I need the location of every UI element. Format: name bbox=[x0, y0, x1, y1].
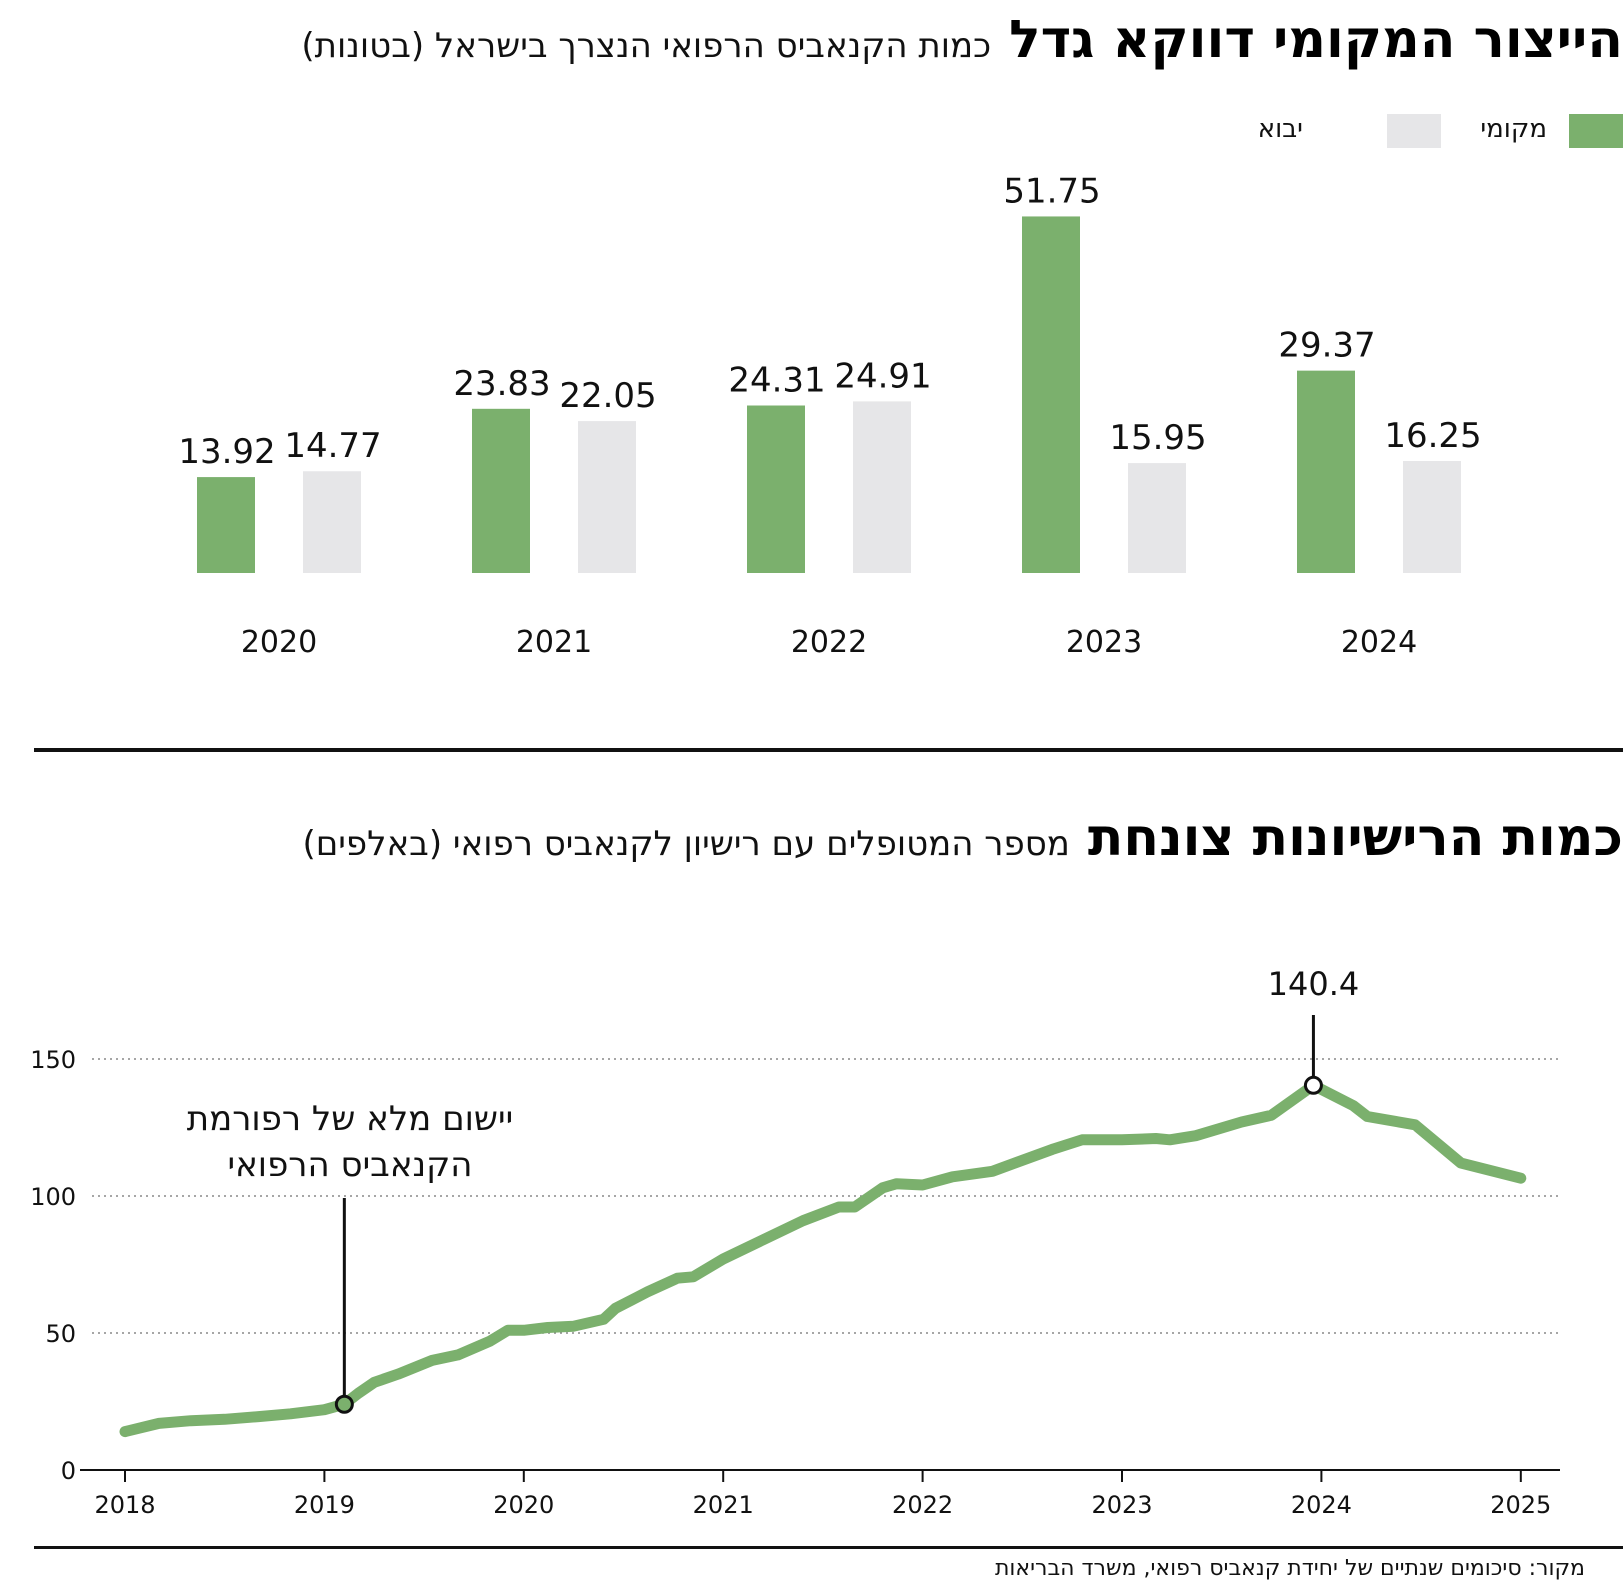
licenses-line bbox=[119, 1079, 1527, 1438]
source-note: מקור: סיכומים שנתיים של יחידת קנאביס רפו… bbox=[994, 1556, 1585, 1581]
bar-2021-1 bbox=[578, 421, 636, 573]
x-tick-label: 2023 bbox=[1091, 1491, 1152, 1519]
bar-chart-title: הייצור המקומי דווקא גדל bbox=[1009, 10, 1623, 70]
peak-value-label: 140.4 bbox=[1268, 965, 1360, 1003]
reform-annotation-line1: יישום מלא של רפורמת bbox=[186, 1099, 514, 1139]
bar-2023-1 bbox=[1128, 463, 1186, 573]
bar-value-label: 24.91 bbox=[834, 356, 931, 396]
x-category-label: 2021 bbox=[516, 625, 592, 660]
bar-value-label: 51.75 bbox=[1003, 171, 1100, 211]
reform-annotation-line2: הקנאביס הרפואי bbox=[227, 1145, 473, 1185]
bar-2020-0 bbox=[197, 477, 255, 573]
bar-value-label: 13.92 bbox=[178, 432, 275, 472]
x-category-label: 2022 bbox=[791, 625, 867, 660]
y-tick-label: 150 bbox=[30, 1046, 76, 1074]
bar-value-label: 24.31 bbox=[728, 361, 825, 401]
bar-2022-1 bbox=[853, 401, 911, 573]
bar-value-label: 22.05 bbox=[559, 376, 656, 416]
x-category-label: 2020 bbox=[241, 625, 317, 660]
x-tick-label: 2020 bbox=[493, 1491, 554, 1519]
legend-label-local: מקומי bbox=[1480, 114, 1547, 144]
section-divider bbox=[34, 748, 1623, 752]
y-tick-label: 0 bbox=[61, 1457, 76, 1485]
bar-2022-0 bbox=[747, 405, 805, 573]
bar-chart-subtitle: כמות הקנאביס הרפואי הנצרך בישראל (בטונות… bbox=[301, 26, 992, 66]
bar-value-label: 14.77 bbox=[284, 426, 381, 466]
x-tick-label: 2025 bbox=[1490, 1491, 1551, 1519]
peak-marker bbox=[1303, 1075, 1323, 1095]
bar-value-label: 29.37 bbox=[1278, 326, 1375, 366]
reform-marker bbox=[334, 1394, 354, 1414]
bar-2023-0 bbox=[1022, 216, 1080, 573]
y-tick-label: 100 bbox=[30, 1183, 76, 1211]
bar-2021-0 bbox=[472, 408, 530, 573]
footer-divider bbox=[34, 1546, 1623, 1549]
bar-value-label: 15.95 bbox=[1109, 418, 1206, 458]
bar-value-label: 16.25 bbox=[1384, 416, 1481, 456]
line-chart-subtitle: מספר המטופלים עם רישיון לקנאביס רפואי (ב… bbox=[302, 824, 1070, 864]
legend-swatch-local bbox=[1569, 114, 1623, 148]
legend-label-import: יבוא bbox=[1257, 114, 1303, 144]
bar-2024-0 bbox=[1297, 370, 1355, 573]
bar-2020-1 bbox=[303, 471, 361, 573]
x-tick-label: 2018 bbox=[94, 1491, 155, 1519]
bar-value-label: 23.83 bbox=[453, 364, 550, 404]
reform-annotation: יישום מלא של רפורמת הקנאביס הרפואי bbox=[150, 1096, 550, 1188]
x-category-label: 2024 bbox=[1341, 625, 1417, 660]
x-category-label: 2023 bbox=[1066, 625, 1142, 660]
bar-chart: 13.92 14.77 2020 23.83 22.05 2021 24.31 24.91 20… bbox=[178, 171, 1481, 660]
line-chart-title-row: כמות הרישיונות צונחת מספר המטופלים עם ריש… bbox=[302, 808, 1623, 868]
bar-chart-title-row: הייצור המקומי דווקא גדל כמות הקנאביס הרפו… bbox=[301, 10, 1623, 70]
y-tick-label: 50 bbox=[45, 1320, 76, 1348]
x-tick-label: 2024 bbox=[1291, 1491, 1352, 1519]
x-tick-label: 2019 bbox=[294, 1491, 355, 1519]
line-chart-title: כמות הרישיונות צונחת bbox=[1087, 808, 1623, 868]
x-tick-label: 2022 bbox=[892, 1491, 953, 1519]
legend-swatch-import bbox=[1387, 114, 1441, 148]
bar-2024-1 bbox=[1403, 461, 1461, 573]
x-tick-label: 2021 bbox=[693, 1491, 754, 1519]
